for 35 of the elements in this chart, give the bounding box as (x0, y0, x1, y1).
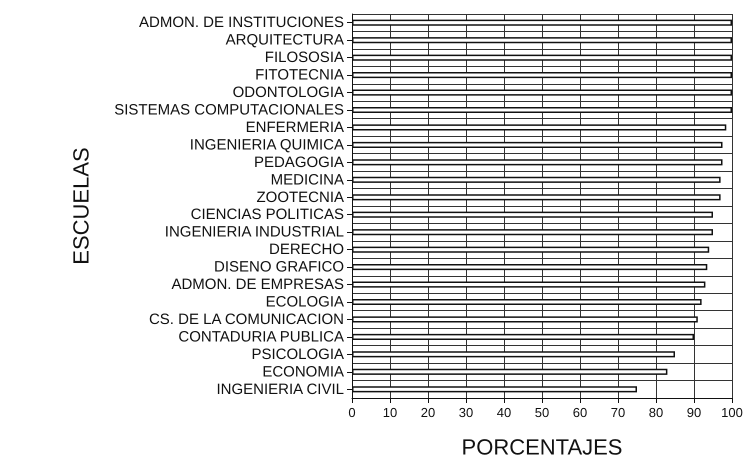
y-tick-label: ECOLOGIA (266, 294, 344, 310)
y-tick-label: ADMON. DE EMPRESAS (171, 276, 344, 294)
x-tick-label: 70 (610, 405, 626, 420)
x-tick-label: 0 (348, 405, 356, 420)
y-tick-label: ENFERMERIA (246, 118, 344, 136)
y-tick-label: CS. DE LA COMUNICACION (148, 310, 344, 328)
y-tick-label: SISTEMAS COMPUTACIONALES (114, 102, 344, 118)
y-tick-label: PSICOLOGIA (251, 346, 344, 363)
y-tick-label: DISENO GRAFICO (214, 258, 344, 276)
x-tick-label: 40 (496, 405, 512, 420)
x-tick-label: 60 (572, 405, 588, 420)
y-axis-title: ESCUELAS (68, 147, 94, 265)
x-tick-label: 10 (382, 405, 398, 420)
y-tick-label: CONTADURIA PUBLICA (178, 328, 344, 346)
x-tick-label: 50 (534, 405, 550, 420)
y-tick-label: CIENCIAS POLITICAS (190, 206, 344, 224)
y-tick-label: INGENIERIA QUIMICA (190, 136, 344, 154)
y-tick-label: PEDAGOGIA (254, 154, 344, 171)
y-tick-label: MEDICINA (270, 171, 344, 188)
y-tick-label: INGENIERIA INDUSTRIAL (164, 224, 344, 241)
y-tick-label: FITOTECNIA (255, 66, 344, 84)
y-tick-label: ODONTOLOGIA (232, 84, 344, 102)
x-tick-label: 80 (648, 405, 664, 420)
x-tick-label: 100 (721, 405, 743, 420)
x-axis-title: PORCENTAJES (462, 434, 622, 460)
y-tick-label: DERECHO (268, 241, 344, 258)
x-tick-label: 30 (458, 405, 474, 420)
x-tick-label: 90 (686, 405, 702, 420)
y-tick-label: ZOOTECNIA (256, 188, 344, 206)
y-tick-label: FILOSOSIA (264, 49, 344, 66)
y-tick-label: ADMON. DE INSTITUCIONES (138, 14, 344, 32)
y-tick-label: ARQUITECTURA (226, 32, 344, 49)
y-tick-label: ECONOMIA (262, 363, 344, 380)
x-tick-label: 20 (420, 405, 436, 420)
y-tick-label: INGENIERIA CIVIL (216, 380, 344, 398)
